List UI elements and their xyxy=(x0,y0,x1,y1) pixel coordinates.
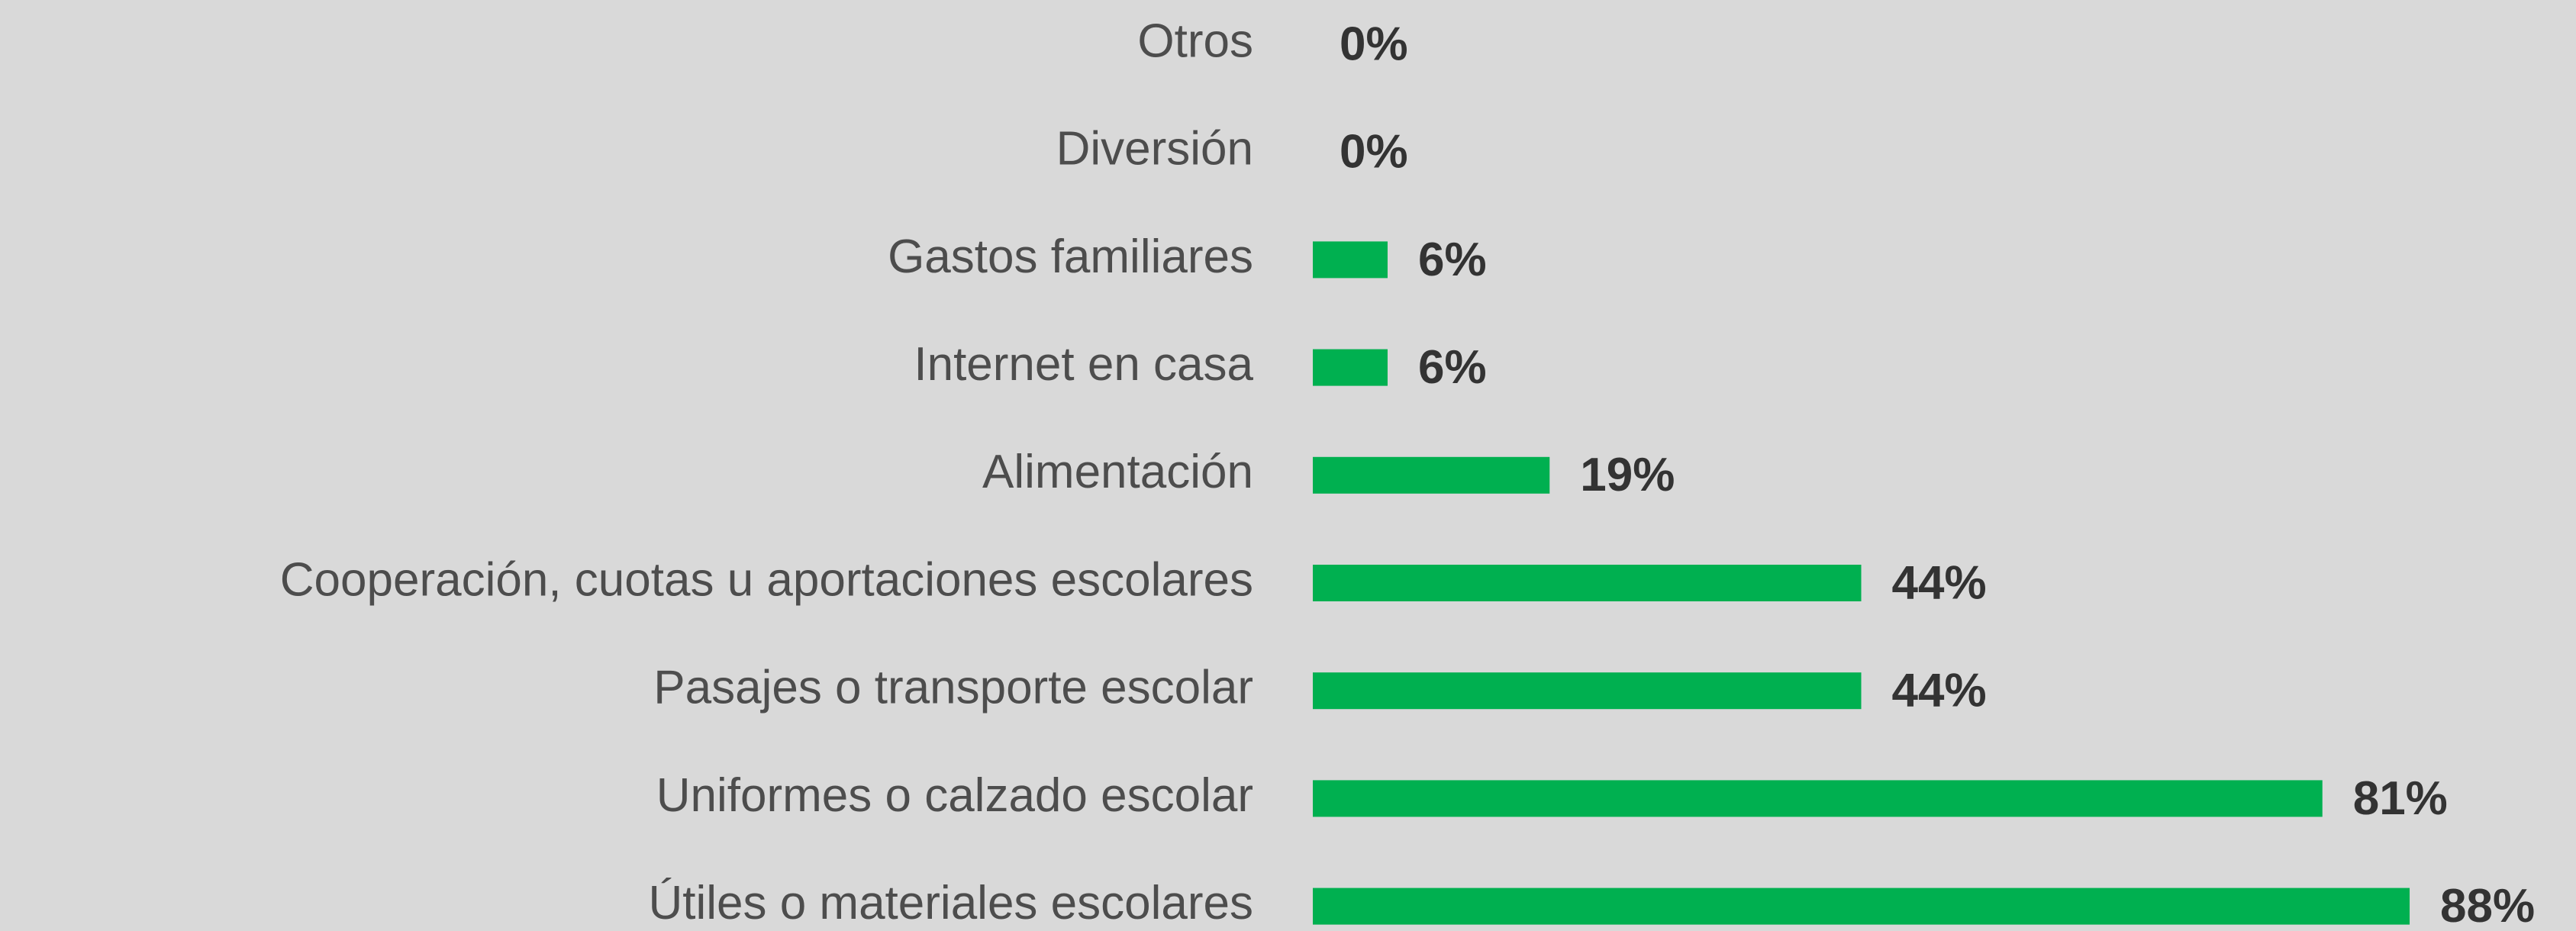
value-label: 44% xyxy=(1892,665,1987,717)
category-label: Alimentación xyxy=(982,446,1253,498)
bar xyxy=(1313,349,1388,386)
category-label: Diversión xyxy=(1056,123,1253,176)
category-label: Útiles o materiales escolares xyxy=(648,877,1253,929)
value-label: 6% xyxy=(1418,341,1487,394)
bar xyxy=(1313,888,2410,925)
bar xyxy=(1313,565,1862,601)
bar xyxy=(1313,456,1550,494)
value-label: 81% xyxy=(2353,772,2448,825)
value-label: 0% xyxy=(1340,126,1408,179)
category-label: Internet en casa xyxy=(914,338,1253,391)
category-label: Gastos familiares xyxy=(888,230,1253,283)
value-label: 88% xyxy=(2440,880,2535,931)
category-label: Otros xyxy=(1137,14,1253,67)
value-label: 44% xyxy=(1892,556,1987,609)
value-label: 0% xyxy=(1340,18,1408,70)
bar xyxy=(1313,672,1862,710)
category-label: Uniformes o calzado escolar xyxy=(656,769,1253,822)
category-label: Cooperación, cuotas u aportaciones escol… xyxy=(280,553,1253,606)
category-label: Pasajes o transporte escolar xyxy=(653,662,1253,714)
bar xyxy=(1313,780,2323,817)
value-label: 6% xyxy=(1418,234,1487,286)
bar xyxy=(1313,241,1388,279)
value-label: 19% xyxy=(1580,449,1675,501)
